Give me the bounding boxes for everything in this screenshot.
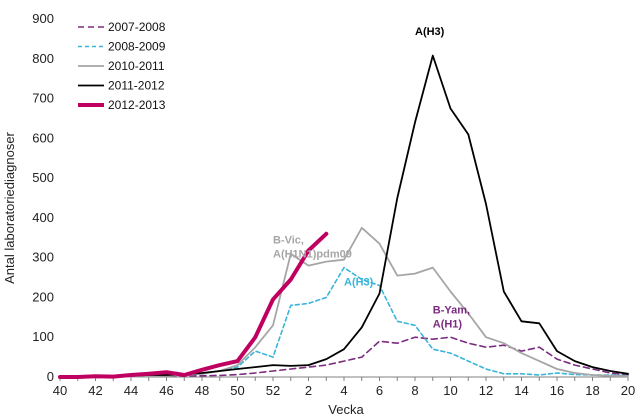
x-tick-label: 4 <box>340 383 347 398</box>
legend-label: 2012-2013 <box>108 98 166 112</box>
y-tick-label: 700 <box>32 91 54 106</box>
x-tick-label: 18 <box>585 383 599 398</box>
y-tick-label: 600 <box>32 130 54 145</box>
chart-annotation: A(H1N1)pdm09 <box>273 249 352 261</box>
y-tick-label: 400 <box>32 210 54 225</box>
x-tick-label: 50 <box>230 383 244 398</box>
x-tick-label: 20 <box>621 383 635 398</box>
y-axis-label: Antal laboratoriediagnoser <box>2 131 17 283</box>
legend-label: 2010-2011 <box>108 59 165 73</box>
y-tick-label: 300 <box>32 250 54 265</box>
x-tick-label: 10 <box>443 383 457 398</box>
x-tick-label: 42 <box>88 383 102 398</box>
legend-label: 2007-2008 <box>108 20 166 34</box>
x-tick-label: 40 <box>53 383 67 398</box>
chart-annotation: B-Vic, <box>273 235 304 247</box>
chart-annotation: A(H3) <box>415 26 445 38</box>
y-tick-label: 100 <box>32 329 54 344</box>
x-tick-label: 8 <box>411 383 418 398</box>
x-tick-label: 48 <box>195 383 209 398</box>
x-tick-label: 52 <box>266 383 280 398</box>
x-tick-label: 16 <box>550 383 564 398</box>
x-axis-label: Vecka <box>328 402 364 417</box>
annotations-layer: A(H3) B-Vic, A(H1N1)pdm09 A(H3) B-Yam, A(H1) <box>273 26 470 330</box>
chart-annotation: B-Yam, <box>433 304 470 316</box>
x-tick-label: 14 <box>514 383 528 398</box>
series-line-2007-2008 <box>59 336 629 378</box>
x-tick-label: 2 <box>305 383 312 398</box>
y-tick-label: 900 <box>32 11 54 26</box>
y-tick-label: 0 <box>47 369 54 384</box>
chart-annotation: A(H3) <box>344 277 374 289</box>
x-tick-label: 12 <box>479 383 493 398</box>
x-tick-label: 6 <box>376 383 383 398</box>
series-layer <box>58 54 629 379</box>
x-tick-label: 44 <box>124 383 138 398</box>
x-tick-label: 46 <box>159 383 173 398</box>
chart-annotation: A(H1) <box>433 318 463 330</box>
y-tick-label: 200 <box>32 289 54 304</box>
legend: 2007-2008 2008-2009 2010-2011 2011-2012 2012… <box>78 20 166 112</box>
y-tick-label: 800 <box>32 51 54 66</box>
y-tick-label: 500 <box>32 170 54 185</box>
series-line-2012-2013 <box>58 231 329 379</box>
series-line-2010-2011 <box>59 226 629 378</box>
legend-label: 2011-2012 <box>108 79 165 93</box>
legend-label: 2008-2009 <box>108 40 166 54</box>
